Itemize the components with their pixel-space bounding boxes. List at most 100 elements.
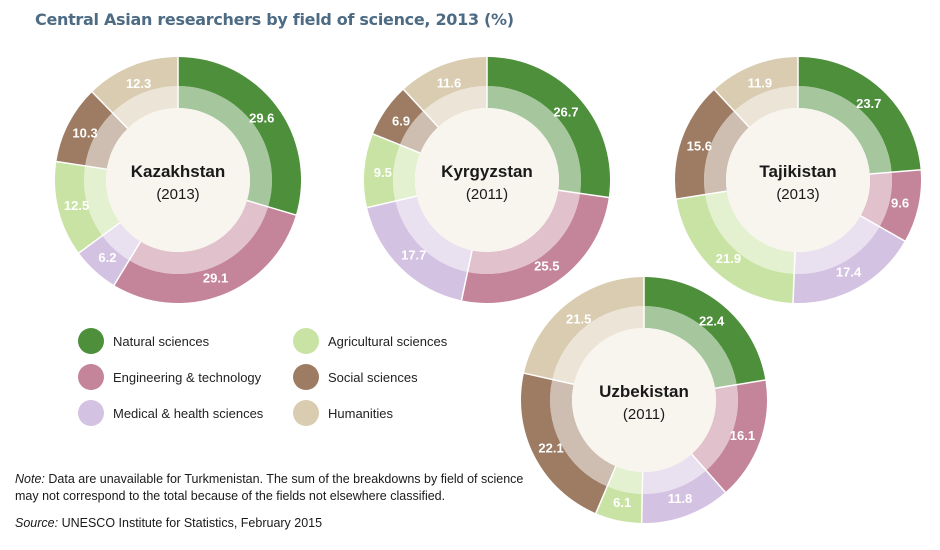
data-label-uzbekistan-agricultural-sciences: 6.1 [613, 495, 631, 510]
data-label-uzbekistan-humanities: 21.5 [566, 311, 591, 326]
slice-separator [675, 190, 727, 200]
slice-inner-kazakhstan-engineering-and-technology [129, 200, 269, 274]
slice-kazakhstan-natural-sciences [178, 57, 301, 216]
country-year-kyrgyzstan: (2011) [466, 186, 508, 203]
slice-inner-uzbekistan-medical-and-health-sciences [642, 454, 707, 494]
slice-separator [522, 372, 574, 386]
slice-separator [714, 379, 767, 390]
slice-tajikistan-engineering-and-technology [879, 169, 921, 242]
country-name-uzbekistan: Uzbekistan [599, 382, 689, 401]
slice-inner-kazakhstan-social-sciences [85, 112, 128, 170]
data-label-kazakhstan-natural-sciences: 29.6 [249, 111, 274, 126]
legend-item-engineering-and-technology: Engineering & technology [78, 364, 261, 390]
data-label-tajikistan-agricultural-sciences: 21.9 [716, 251, 741, 266]
slice-inner-kyrgyzstan-agricultural-sciences [392, 144, 421, 202]
data-label-tajikistan-humanities: 11.9 [748, 76, 773, 91]
slice-separator [402, 88, 439, 128]
slice-inner-kyrgyzstan-social-sciences [399, 110, 439, 154]
legend-item-medical-and-health-sciences: Medical & health sciences [78, 400, 263, 426]
slice-separator [594, 465, 617, 515]
center-disc-kyrgyzstan [415, 108, 559, 252]
data-label-uzbekistan-medical-and-health-sciences: 11.8 [668, 491, 693, 506]
source: Source: UNESCO Institute for Statistics,… [15, 516, 322, 530]
slice-tajikistan-natural-sciences [798, 57, 921, 173]
slice-separator [365, 195, 418, 209]
source-text: UNESCO Institute for Statistics, Februar… [58, 516, 323, 530]
slice-separator [713, 88, 750, 128]
legend-swatch [293, 328, 319, 354]
data-label-uzbekistan-social-sciences: 22.1 [538, 441, 563, 456]
data-label-kazakhstan-engineering-and-technology: 29.1 [203, 271, 228, 286]
slice-inner-tajikistan-social-sciences [704, 111, 750, 195]
slice-tajikistan-agricultural-sciences [676, 194, 795, 303]
country-name-kyrgyzstan: Kyrgyzstan [441, 162, 533, 181]
legend-label: Humanities [328, 405, 394, 421]
slice-inner-tajikistan-natural-sciences [798, 86, 892, 175]
slice-separator [246, 199, 298, 217]
legend-item-social-sciences: Social sciences [293, 364, 418, 390]
country-year-kazakhstan: (2013) [156, 186, 199, 203]
country-name-tajikistan: Tajikistan [759, 162, 836, 181]
slice-separator [860, 215, 907, 243]
slice-separator [77, 222, 121, 255]
source-prefix: Source: [15, 516, 59, 530]
slice-kazakhstan-agricultural-sciences [55, 161, 103, 253]
slice-separator [55, 160, 107, 170]
slice-tajikistan-social-sciences [675, 89, 735, 200]
legend-label: Social sciences [328, 369, 418, 385]
slice-uzbekistan-agricultural-sciences [595, 486, 643, 523]
legend-swatch [78, 364, 104, 390]
country-year-uzbekistan: (2011) [623, 406, 665, 423]
legend-item-agricultural-sciences: Agricultural sciences [293, 328, 447, 354]
slice-tajikistan-humanities [714, 57, 798, 112]
data-label-uzbekistan-natural-sciences: 22.4 [699, 313, 725, 328]
slice-inner-uzbekistan-agricultural-sciences [607, 466, 643, 494]
data-label-kyrgyzstan-engineering-and-technology: 25.5 [534, 259, 559, 274]
slice-separator [112, 241, 142, 287]
country-name-kazakhstan: Kazakhstan [131, 162, 225, 181]
data-label-kyrgyzstan-natural-sciences: 26.7 [553, 105, 578, 120]
slice-uzbekistan-social-sciences [520, 373, 608, 514]
slice-inner-kyrgyzstan-humanities [423, 86, 487, 128]
slice-inner-tajikistan-medical-and-health-sciences [794, 215, 880, 274]
slice-inner-kazakhstan-humanities [112, 86, 178, 129]
slice-inner-uzbekistan-humanities [552, 306, 644, 385]
slice-separator [90, 90, 129, 129]
data-label-kyrgyzstan-social-sciences: 6.9 [392, 114, 410, 129]
data-label-tajikistan-natural-sciences: 23.7 [856, 96, 881, 111]
slice-separator [691, 453, 727, 494]
slice-separator [869, 168, 922, 175]
legend-label: Medical & health sciences [113, 405, 264, 421]
slice-inner-kazakhstan-natural-sciences [178, 86, 272, 207]
slice-uzbekistan-humanities [523, 277, 644, 380]
donut-tajikistan: 23.7 9.6 17.4 21.9 15.6 11.9 Tajikistan (2013) [675, 56, 922, 304]
data-label-tajikistan-social-sciences: 15.6 [687, 139, 712, 154]
slice-kazakhstan-medical-and-health-sciences [78, 235, 130, 286]
data-label-kyrgyzstan-agricultural-sciences: 9.5 [374, 165, 392, 180]
legend-swatch [293, 400, 319, 426]
legend-item-humanities: Humanities [293, 400, 393, 426]
slice-inner-uzbekistan-natural-sciences [644, 306, 737, 389]
legend-label: Engineering & technology [113, 369, 262, 385]
data-label-kazakhstan-medical-and-health-sciences: 6.2 [98, 250, 116, 265]
legend: Natural sciences Agricultural sciences Eng… [78, 328, 498, 438]
slice-tajikistan-medical-and-health-sciences [792, 226, 905, 303]
donut-uzbekistan: 22.4 16.1 11.8 6.1 22.1 21.5 Uzbekistan (2011) [520, 276, 767, 524]
slice-inner-kyrgyzstan-natural-sciences [487, 86, 581, 194]
data-label-kyrgyzstan-medical-and-health-sciences: 17.7 [401, 248, 426, 263]
center-disc-kazakhstan [106, 108, 250, 252]
data-label-kazakhstan-agricultural-sciences: 12.5 [64, 198, 89, 213]
slice-separator [640, 471, 644, 524]
donut-kazakhstan: 29.6 29.1 6.2 12.5 10.3 12.3 Kazakhstan (2013) [55, 56, 301, 303]
slice-uzbekistan-engineering-and-technology [706, 379, 767, 493]
slice-inner-kyrgyzstan-engineering-and-technology [467, 190, 581, 274]
slice-inner-uzbekistan-social-sciences [549, 379, 616, 487]
slice-kyrgyzstan-humanities [403, 57, 487, 111]
slice-inner-tajikistan-engineering-and-technology [860, 172, 892, 227]
legend-swatch [293, 364, 319, 390]
center-disc-uzbekistan [572, 328, 716, 472]
slice-inner-kazakhstan-agricultural-sciences [83, 165, 121, 236]
data-label-uzbekistan-engineering-and-technology: 16.1 [730, 428, 755, 443]
country-year-tajikistan: (2013) [776, 186, 819, 203]
